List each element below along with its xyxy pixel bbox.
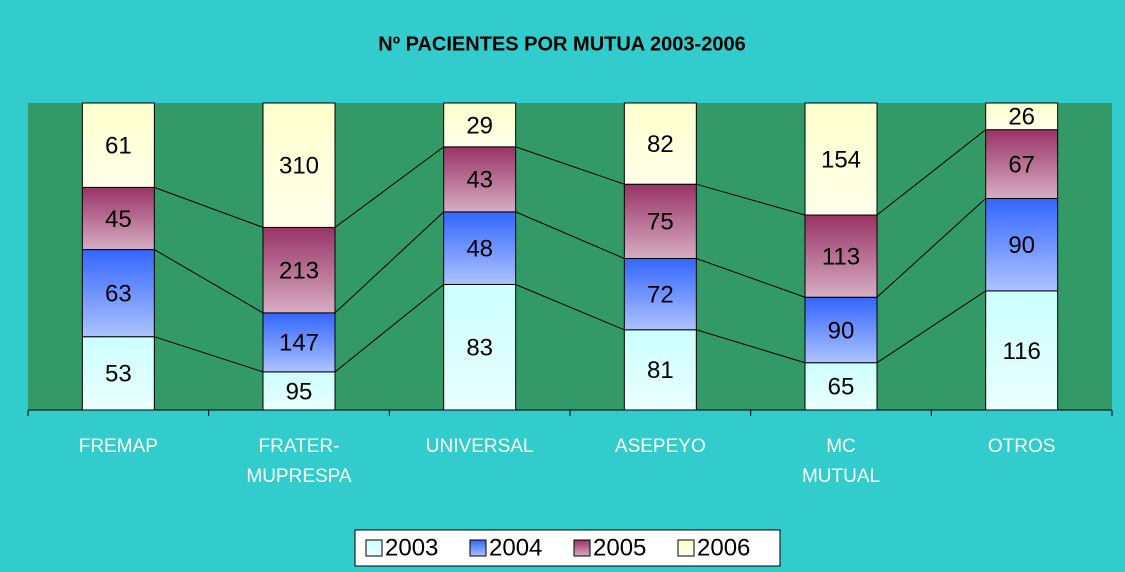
data-label: 48 bbox=[466, 236, 493, 263]
legend-label: 2006 bbox=[697, 534, 750, 561]
data-label: 61 bbox=[105, 133, 132, 160]
data-label: 213 bbox=[279, 257, 319, 284]
data-label: 310 bbox=[279, 153, 319, 180]
bar-segment bbox=[804, 102, 878, 216]
bar-segment bbox=[623, 102, 697, 185]
data-label: 83 bbox=[466, 335, 493, 362]
bar-segment bbox=[262, 371, 336, 411]
data-label: 90 bbox=[828, 317, 855, 344]
series-line bbox=[154, 186, 264, 228]
series-line bbox=[876, 198, 987, 298]
data-label: 116 bbox=[1003, 338, 1041, 365]
x-tick-label: MC MUTUAL bbox=[801, 436, 881, 487]
bar-segment bbox=[985, 102, 1059, 131]
legend-swatch bbox=[365, 539, 383, 557]
bar-segment bbox=[443, 146, 517, 213]
bar-segment bbox=[81, 249, 155, 338]
series-line bbox=[696, 183, 806, 216]
legend-label: 2005 bbox=[593, 534, 646, 561]
data-label: 26 bbox=[1008, 104, 1035, 131]
data-label: 72 bbox=[647, 281, 674, 308]
data-label: 95 bbox=[286, 378, 313, 405]
data-label: 53 bbox=[105, 361, 132, 388]
bar-segment bbox=[985, 197, 1059, 292]
series-line bbox=[876, 129, 986, 216]
x-tick-label: OTROS bbox=[987, 436, 1056, 457]
bar-segment bbox=[443, 102, 517, 148]
bar-segment bbox=[623, 183, 697, 259]
series-line bbox=[334, 211, 445, 314]
bar-segment bbox=[81, 186, 155, 251]
data-label: 65 bbox=[828, 374, 855, 401]
data-label: 43 bbox=[466, 167, 493, 194]
data-label: 113 bbox=[822, 243, 860, 270]
chart-title: Nº PACIENTES POR MUTUA 2003-2006 bbox=[378, 33, 745, 55]
bar-segment bbox=[804, 296, 878, 364]
legend bbox=[354, 529, 781, 567]
series-line bbox=[334, 284, 444, 373]
bar-segment bbox=[262, 312, 336, 373]
series-line bbox=[515, 146, 625, 185]
legend-label: 2003 bbox=[385, 534, 438, 561]
x-tick-label: UNIVERSAL bbox=[425, 436, 534, 457]
series-line bbox=[515, 211, 625, 259]
data-label: 45 bbox=[105, 206, 132, 233]
plot-area bbox=[28, 103, 1112, 410]
legend-label: 2004 bbox=[489, 534, 542, 561]
bar-segment bbox=[804, 214, 878, 298]
bar-segment bbox=[81, 102, 155, 188]
x-tick-label: ASEPEYO bbox=[614, 436, 706, 457]
data-label: 75 bbox=[647, 209, 674, 236]
data-label: 154 bbox=[821, 146, 861, 173]
series-line bbox=[876, 290, 986, 364]
data-label: 147 bbox=[279, 330, 319, 357]
data-label: 90 bbox=[1008, 232, 1035, 259]
series-line bbox=[696, 329, 806, 364]
legend-swatch bbox=[677, 539, 695, 557]
legend-swatch bbox=[573, 539, 591, 557]
bar-segment bbox=[262, 226, 336, 314]
data-label: 67 bbox=[1008, 151, 1035, 178]
bar-segment bbox=[985, 290, 1059, 411]
x-tick-label: FREMAP bbox=[78, 436, 158, 457]
bar-segment bbox=[443, 211, 517, 285]
bar-segment bbox=[985, 129, 1059, 199]
bar-segment bbox=[262, 102, 336, 228]
x-tick-label: FRATER-MUPRESPA bbox=[246, 436, 352, 487]
bar-segment bbox=[623, 257, 697, 331]
series-line bbox=[515, 284, 625, 331]
data-label: 29 bbox=[466, 112, 493, 139]
series-line bbox=[154, 336, 264, 373]
data-label: 63 bbox=[105, 280, 132, 307]
data-label: 81 bbox=[647, 357, 674, 384]
bar-segment bbox=[623, 329, 697, 411]
series-line bbox=[154, 249, 264, 314]
series-line bbox=[696, 258, 806, 298]
series-line bbox=[334, 146, 444, 228]
data-label: 82 bbox=[647, 131, 674, 158]
legend-swatch bbox=[469, 539, 487, 557]
